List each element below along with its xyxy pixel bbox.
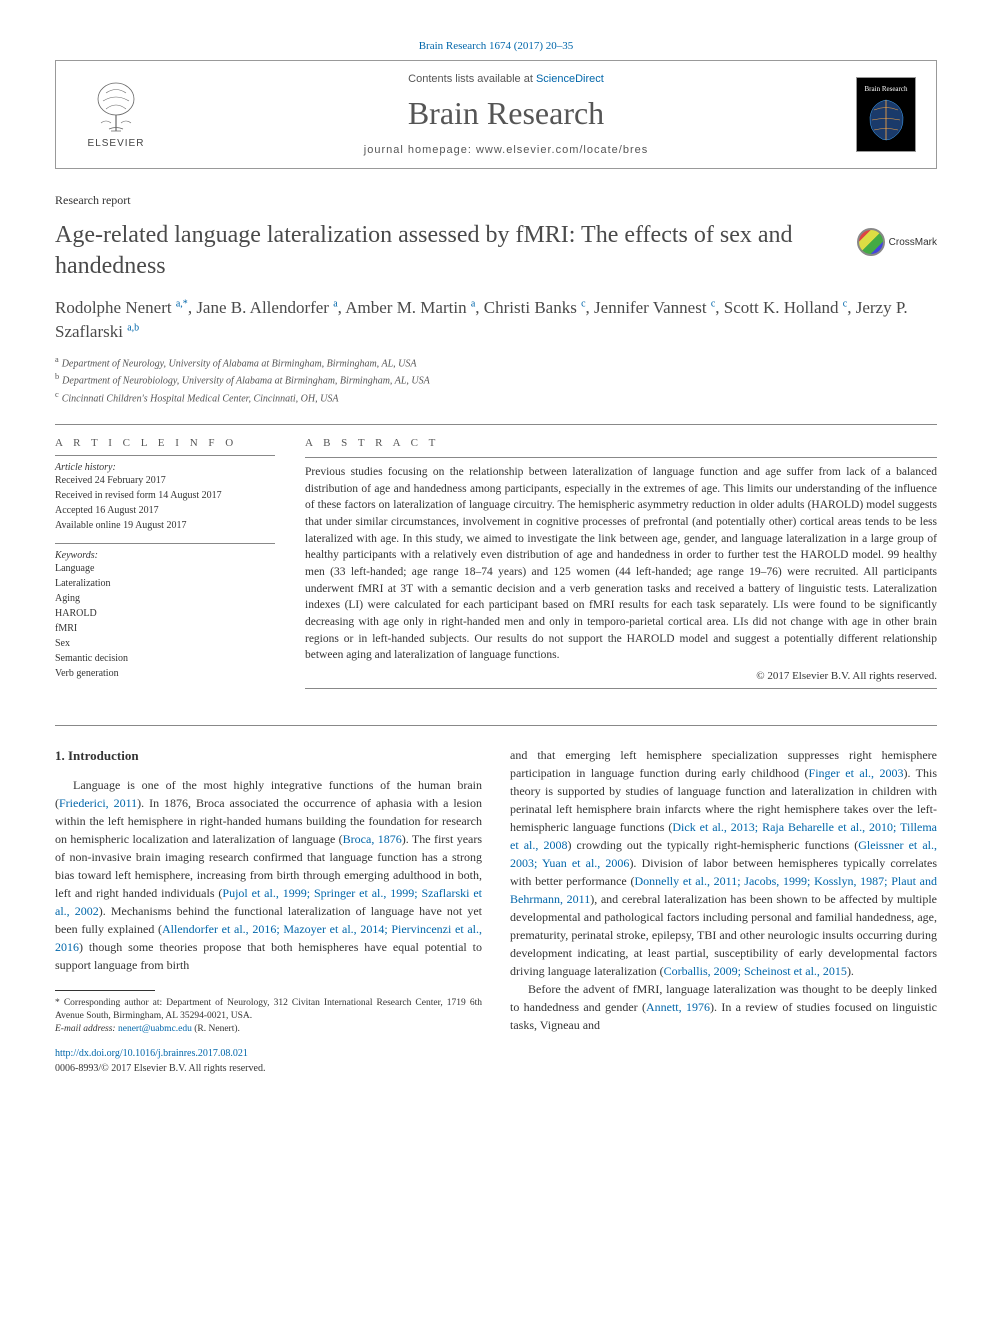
keyword-line: HAROLD — [55, 606, 275, 621]
abstract-text: Previous studies focusing on the relatio… — [305, 464, 937, 664]
publisher-logo[interactable]: ELSEVIER — [76, 81, 156, 149]
affiliations-list: aDepartment of Neurology, University of … — [55, 354, 937, 406]
keyword-line: Sex — [55, 636, 275, 651]
crossmark-icon — [857, 228, 885, 256]
body-paragraph: Language is one of the most highly integ… — [55, 776, 482, 974]
keyword-line: Language — [55, 561, 275, 576]
article-title: Age-related language lateralization asse… — [55, 220, 937, 282]
article-info-header: A R T I C L E I N F O — [55, 437, 275, 449]
journal-homepage: journal homepage: www.elsevier.com/locat… — [156, 144, 856, 156]
keyword-line: Verb generation — [55, 666, 275, 681]
elsevier-tree-icon — [91, 81, 141, 136]
corresponding-author-footnote: * Corresponding author at: Department of… — [55, 997, 482, 1037]
body-column-left: 1. Introduction Language is one of the m… — [55, 746, 482, 1076]
cover-label: Brain Research — [865, 85, 908, 93]
body-paragraph: and that emerging left hemisphere specia… — [510, 746, 937, 980]
affiliation-line: bDepartment of Neurobiology, University … — [55, 371, 937, 388]
history-line: Received 24 February 2017 — [55, 473, 275, 488]
authors-list: Rodolphe Nenert a,*, Jane B. Allendorfer… — [55, 296, 937, 344]
history-line: Available online 19 August 2017 — [55, 518, 275, 533]
doi-link[interactable]: http://dx.doi.org/10.1016/j.brainres.201… — [55, 1048, 248, 1059]
keyword-line: Lateralization — [55, 576, 275, 591]
abstract-header: A B S T R A C T — [305, 437, 937, 449]
section-heading: 1. Introduction — [55, 746, 482, 766]
keyword-line: fMRI — [55, 621, 275, 636]
affiliation-line: aDepartment of Neurology, University of … — [55, 354, 937, 371]
top-citation: Brain Research 1674 (2017) 20–35 — [55, 40, 937, 52]
crossmark-badge[interactable]: CrossMark — [857, 228, 937, 256]
article-info-panel: A R T I C L E I N F O Article history: R… — [55, 437, 275, 695]
body-column-right: and that emerging left hemisphere specia… — [510, 746, 937, 1076]
journal-cover-thumbnail[interactable]: Brain Research — [856, 77, 916, 152]
affiliation-line: cCincinnati Children's Hospital Medical … — [55, 389, 937, 406]
journal-title: Brain Research — [156, 95, 856, 132]
article-history-label: Article history: — [55, 462, 275, 473]
journal-homepage-url[interactable]: www.elsevier.com/locate/bres — [476, 144, 648, 156]
section-divider — [55, 424, 937, 425]
keyword-line: Semantic decision — [55, 651, 275, 666]
keyword-line: Aging — [55, 591, 275, 606]
sciencedirect-link[interactable]: ScienceDirect — [536, 73, 604, 85]
contents-available-line: Contents lists available at ScienceDirec… — [156, 73, 856, 85]
doi-block: http://dx.doi.org/10.1016/j.brainres.201… — [55, 1046, 482, 1076]
journal-header-box: ELSEVIER Contents lists available at Sci… — [55, 60, 937, 169]
abstract-panel: A B S T R A C T Previous studies focusin… — [305, 437, 937, 695]
crossmark-label: CrossMark — [889, 236, 937, 249]
issn-copyright: 0006-8993/© 2017 Elsevier B.V. All right… — [55, 1063, 265, 1074]
body-paragraph: Before the advent of fMRI, language late… — [510, 980, 937, 1034]
publisher-name: ELSEVIER — [88, 138, 145, 149]
footnote-divider — [55, 990, 155, 991]
abstract-copyright: © 2017 Elsevier B.V. All rights reserved… — [305, 670, 937, 682]
keywords-label: Keywords: — [55, 550, 275, 561]
history-line: Received in revised form 14 August 2017 — [55, 488, 275, 503]
history-line: Accepted 16 August 2017 — [55, 503, 275, 518]
brain-icon — [864, 95, 909, 145]
corresponding-email-link[interactable]: nenert@uabmc.edu — [118, 1024, 192, 1034]
article-type: Research report — [55, 193, 937, 208]
